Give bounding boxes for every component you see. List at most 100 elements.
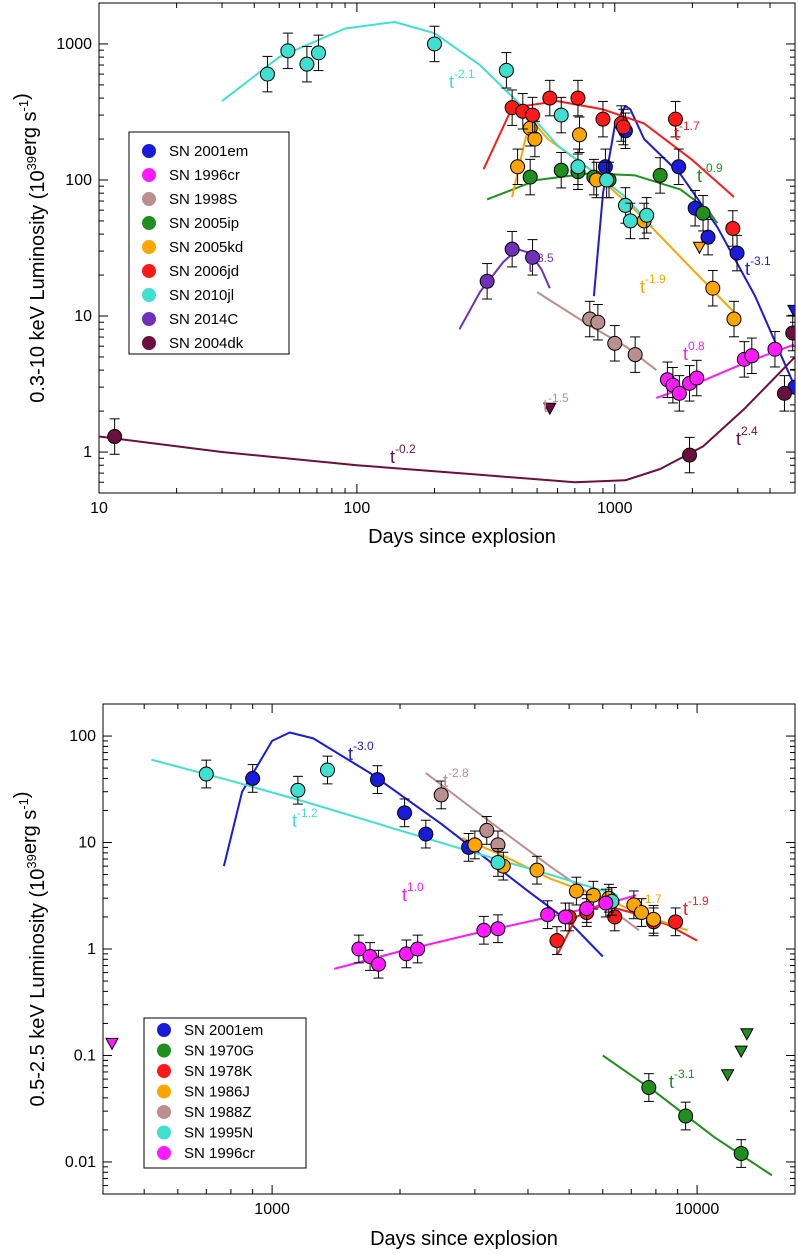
data-point-sn-2005ip (553, 162, 569, 178)
data-point-sn-2010jl (498, 62, 514, 78)
legend-label-sn-2001em: SN 2001em (169, 143, 248, 160)
data-point-sn-2014c (504, 241, 520, 257)
upper-limit-sn-1970g (720, 1069, 735, 1082)
data-point-sn-2005kd (705, 280, 721, 296)
legend-label-sn-1996cr: SN 1996cr (184, 1145, 255, 1162)
fit-line-sn-1995n (151, 758, 618, 897)
legend-marker-sn-2004dk (142, 336, 156, 350)
slope-label-sn-1978k: t-1.9 (683, 894, 709, 919)
legend-label-sn-1970g: SN 1970G (184, 1043, 254, 1060)
legend-label-sn-2006jd: SN 2006jd (169, 263, 239, 280)
data-point-sn-2005kd (572, 127, 588, 143)
plot-area (105, 731, 773, 1177)
data-point-sn-2014c (479, 273, 495, 289)
data-point-sn-1970g (678, 1108, 694, 1124)
fit-line-sn-2001em (592, 105, 795, 388)
legend-marker-sn-1998s (142, 192, 156, 206)
legend-box (143, 1017, 307, 1169)
upper-limit-sn-2004dk (542, 402, 557, 416)
data-point-sn-2010jl (617, 197, 633, 213)
legend-marker-sn-2005kd (142, 240, 156, 254)
slope-label-sn-1996cr: t1.0 (402, 880, 424, 905)
data-point-sn-2006jd (570, 90, 586, 106)
data-point-sn-2006jd (615, 119, 631, 135)
data-point-sn-2010jl (599, 172, 615, 188)
bottom-panel: 1000 10000 0.01 0.1 1 10 100 Days since explosi… (11, 703, 796, 1250)
data-point-sn-1996cr (410, 941, 426, 957)
slope-label-sn-1986j: t-1.7 (636, 892, 662, 917)
y-axis-title: 0.3-10 keV Luminosity (1039erg s-1) (11, 93, 49, 403)
legend-marker-sn-2001em (142, 144, 156, 158)
data-point-sn-2010jl (639, 207, 655, 223)
data-point-sn-1996cr (371, 956, 387, 972)
slope-label-sn-2001em: t-3.0 (348, 739, 374, 764)
data-point-sn-2001em (418, 826, 434, 842)
data-point-sn-2001em (700, 229, 716, 245)
top-panel: 10 100 1000 1 10 100 1000 Days since explosion 0… (11, 2, 796, 548)
data-point-sn-2010jl (427, 36, 443, 52)
data-point-sn-2001em (671, 159, 687, 175)
data-point-sn-1996cr (689, 370, 705, 386)
data-point-sn-1995n (198, 766, 214, 782)
y-tick-label: 10 (74, 308, 92, 325)
data-point-sn-1996cr (490, 921, 506, 937)
legend-label-sn-2014c: SN 2014C (169, 311, 238, 328)
legend-label-sn-1996cr: SN 1996cr (169, 167, 240, 184)
data-point-sn-1978k (549, 933, 565, 949)
data-point-sn-2004dk (682, 447, 698, 463)
data-point-sn-1995n (319, 762, 335, 778)
slope-label-sn-1995n: t-1.2 (292, 806, 318, 831)
data-point-sn-1986j (467, 837, 483, 853)
data-point-sn-2004dk (107, 429, 123, 445)
upper-limit-sn-2001em (787, 304, 795, 318)
upper-limit-sn-1970g (740, 1028, 754, 1041)
y-tick-label: 100 (69, 728, 96, 745)
y-tick-label: 1000 (56, 36, 92, 53)
data-point-sn-1986j (646, 911, 662, 927)
legend: SN 2001em SN 1970G SN 1978K SN 1986J SN 1988… (143, 1017, 307, 1169)
x-tick-label: 10 (90, 500, 108, 517)
plot-frame (98, 2, 796, 494)
data-point-sn-2014c (525, 249, 541, 265)
data-point-sn-2005ip (695, 205, 711, 221)
data-point-sn-1988z (479, 822, 495, 838)
data-point-sn-2010jl (570, 159, 586, 175)
legend-label-sn-1995n: SN 1995N (184, 1125, 253, 1142)
data-point-sn-2005ip (522, 169, 538, 185)
fit-line-sn-2001em (222, 731, 604, 958)
fit-line-sn-1978k (556, 903, 698, 955)
data-point-sn-2006jd (667, 111, 683, 127)
data-point-sn-1998s (607, 335, 623, 351)
legend-label-sn-1978k: SN 1978K (184, 1063, 252, 1080)
y-axis-title: 0.5-2.5 keV Luminosity (1039erg s-1) (11, 791, 49, 1106)
upper-limit-sn-2005kd (692, 241, 707, 255)
data-point-sn-2004dk (776, 385, 792, 401)
legend-marker-sn-1978k (157, 1064, 171, 1078)
data-point-sn-1996cr (767, 341, 783, 357)
x-axis-title: Days since explosion (368, 526, 556, 548)
data-point-sn-1996cr (476, 922, 492, 938)
data-point-sn-1996cr (671, 385, 687, 401)
slope-label-sn-2005ip: t-0.9 (697, 161, 723, 186)
y-tick-label: 0.01 (65, 1154, 96, 1171)
data-point-sn-2010jl (280, 43, 296, 59)
legend-label-sn-2005kd: SN 2005kd (169, 239, 243, 256)
data-point-sn-1970g (733, 1146, 749, 1162)
slope-label-sn-2006jd: t-1.7 (674, 119, 700, 144)
legend-label-sn-1988z: SN 1988Z (184, 1104, 252, 1121)
data-point-sn-1996cr (557, 909, 573, 925)
y-tick-label: 100 (65, 172, 92, 189)
slope-label-sn-2014c: t-3.5 (528, 251, 554, 276)
data-point-sn-2010jl (299, 56, 315, 72)
data-point-sn-2001em (245, 770, 261, 786)
data-point-sn-2004dk (785, 325, 795, 341)
legend-marker-sn-2010jl (142, 288, 156, 302)
data-point-sn-2005ip (652, 167, 668, 183)
data-point-sn-1996cr (540, 907, 556, 923)
slope-label-sn-2005kd: t-1.9 (640, 272, 666, 297)
data-point-sn-1986j (529, 862, 545, 878)
data-point-sn-2005kd (527, 131, 543, 147)
x-axis-title: Days since explosion (370, 1228, 558, 1250)
data-point-sn-1986j (568, 883, 584, 899)
